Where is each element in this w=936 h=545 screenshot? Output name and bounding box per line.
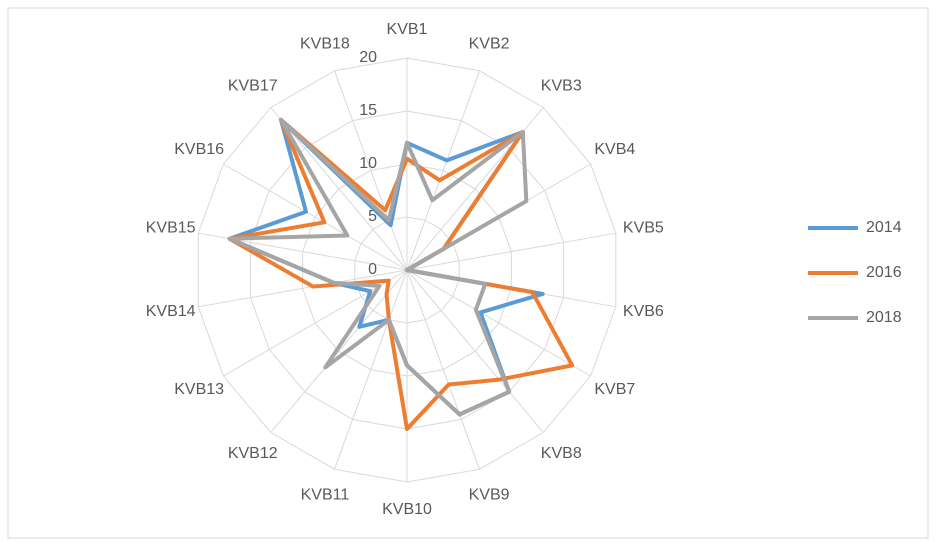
spoke [406,70,480,271]
spoke [270,107,408,271]
category-label: KVB1 [387,21,428,38]
category-label: KVB12 [228,445,278,462]
series-line [227,117,529,417]
category-label: KVB15 [146,220,196,237]
spoke [270,269,408,433]
spoke [198,269,408,308]
spoke [406,269,544,433]
y-tick-label: 15 [359,102,377,119]
spoke [406,269,591,377]
category-label: KVB16 [174,141,224,158]
category-label: KVB7 [594,381,635,398]
category-label: KVB10 [382,501,432,518]
spoke [334,269,408,470]
category-label: KVB13 [174,381,224,398]
legend-label: 2014 [866,219,902,236]
chart-border [7,7,929,539]
category-label: KVB14 [146,303,196,320]
category-label: KVB18 [300,36,350,53]
category-label: KVB17 [228,77,278,94]
category-label: KVB3 [541,77,582,94]
legend-label: 2018 [866,309,902,326]
spoke [406,232,616,271]
y-tick-label: 20 [359,49,377,66]
y-tick-label: 5 [368,208,377,225]
category-label: KVB6 [623,303,664,320]
category-label: KVB8 [541,445,582,462]
category-label: KVB11 [301,487,350,504]
y-tick-label: 10 [359,155,377,172]
category-label: KVB9 [469,487,510,504]
spoke [406,269,480,470]
category-label: KVB4 [594,141,635,158]
category-label: KVB2 [469,36,510,53]
category-label: KVB5 [623,220,664,237]
spoke [223,163,408,271]
y-tick-label: 0 [368,261,377,278]
legend-label: 2016 [866,264,902,281]
spoke [334,70,408,271]
